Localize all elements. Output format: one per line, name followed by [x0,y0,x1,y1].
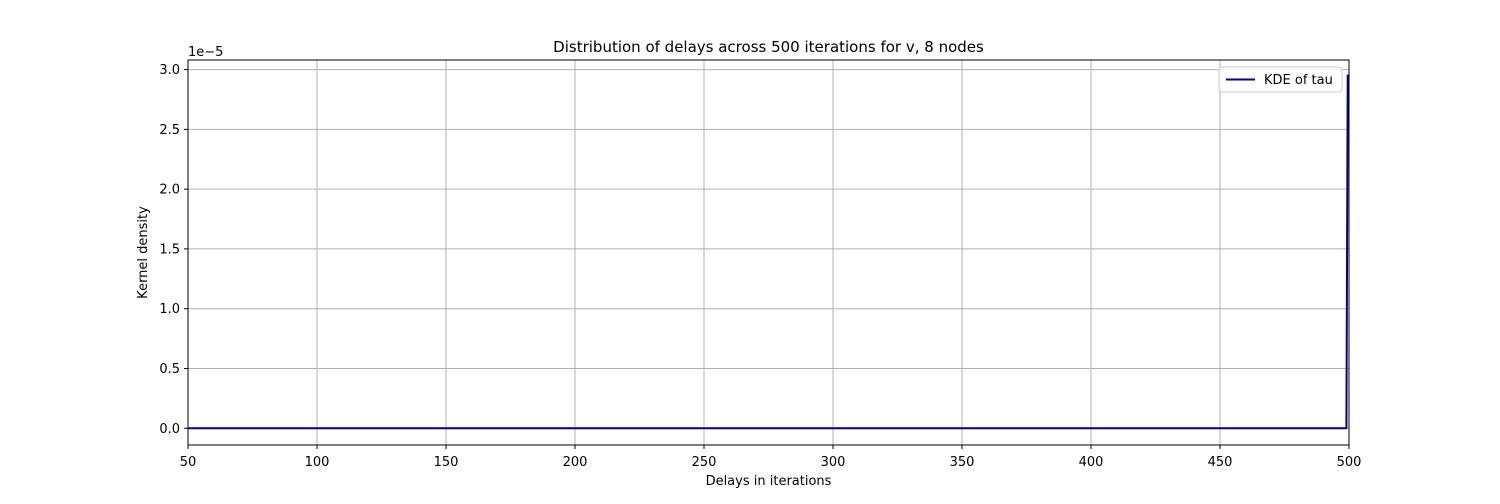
legend-label: KDE of tau [1264,73,1333,88]
y-offset-label: 1e−5 [188,45,223,60]
y-tick-label: 0.0 [159,422,180,437]
series-layer [188,74,1349,430]
y-tick-label: 1.5 [159,242,180,257]
x-tick-label: 250 [692,455,717,470]
legend-box [1218,66,1343,93]
kde-series-line [188,74,1349,430]
y-tick-label: 2.5 [159,123,180,138]
ticks: 50 100 150 200 250 300 350 400 450 500 0.0 0.5 1.0 1.… [159,63,1361,470]
grid [187,60,1350,445]
x-tick-label: 500 [1337,455,1362,470]
legend: KDE of tau [1218,66,1343,93]
x-tick-label: 450 [1208,455,1233,470]
x-tick-label: 350 [950,455,975,470]
y-tick-label: 3.0 [159,63,180,78]
x-tick-label: 400 [1079,455,1104,470]
x-tick-label: 50 [180,455,197,470]
x-axis-label: Delays in iterations [706,474,832,489]
chart-title: Distribution of delays across 500 iterat… [553,38,984,56]
x-tick-label: 100 [305,455,330,470]
x-tick-label: 200 [563,455,588,470]
x-tick-label: 150 [434,455,459,470]
y-tick-label: 0.5 [159,362,180,377]
plot-frame [187,59,1350,446]
y-tick-label: 2.0 [159,183,180,198]
y-axis-label: Kernel density [136,206,151,299]
y-tick-label: 1.0 [159,302,180,317]
x-tick-label: 300 [821,455,846,470]
